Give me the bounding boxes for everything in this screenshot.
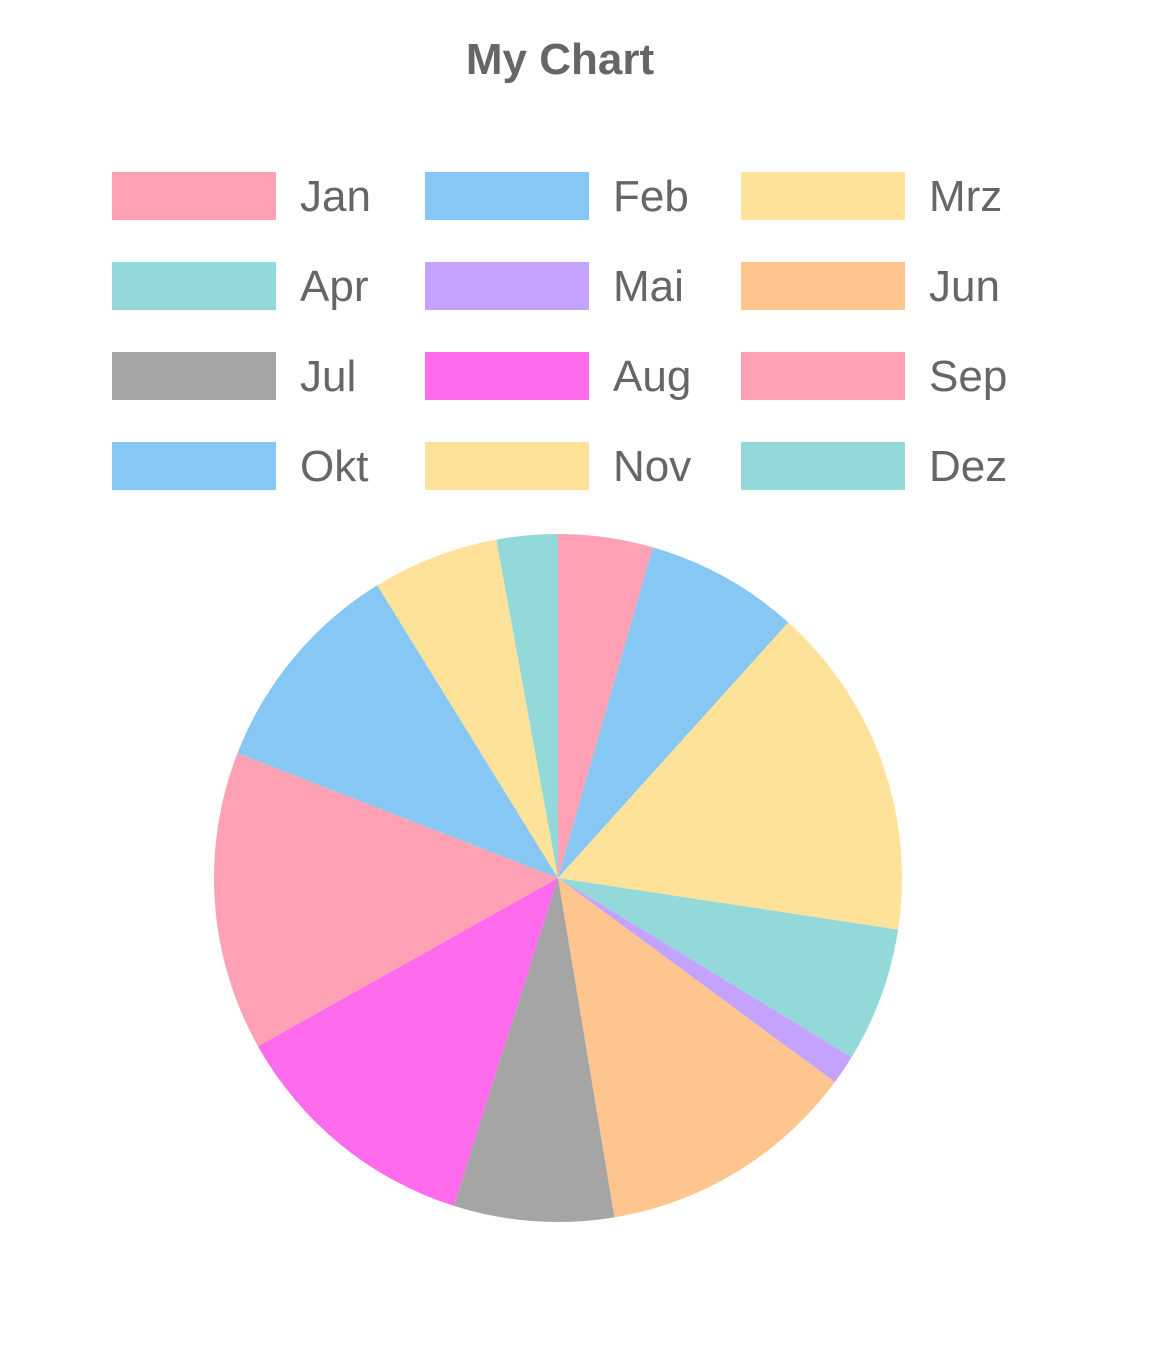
legend-swatch-mai [425,262,589,310]
legend-item-nov[interactable]: Nov [425,442,691,491]
legend-item-mai[interactable]: Mai [425,262,684,311]
legend: Jan Feb Mrz Apr Mai Jun Jul Aug Sep Okt Nov Dez [112,172,1007,491]
legend-item-sep[interactable]: Sep [741,352,1007,401]
chart-title: My Chart [466,35,655,84]
legend-label-mai: Mai [613,262,684,311]
legend-label-aug: Aug [613,352,691,401]
legend-swatch-mrz [741,172,905,220]
legend-swatch-sep [741,352,905,400]
legend-swatch-aug [425,352,589,400]
legend-label-okt: Okt [300,442,368,491]
pie-slice-feb[interactable] [558,547,789,878]
legend-label-dez: Dez [929,442,1007,491]
pie-slice-jan[interactable] [558,534,653,878]
pie-slice-aug[interactable] [257,878,558,1206]
legend-label-mrz: Mrz [929,172,1002,221]
legend-label-apr: Apr [300,262,368,311]
legend-label-jun: Jun [929,262,1000,311]
pie-slice-jul[interactable] [453,878,615,1223]
legend-item-aug[interactable]: Aug [425,352,691,401]
legend-swatch-nov [425,442,589,490]
legend-swatch-feb [425,172,589,220]
pie-slice-nov[interactable] [377,539,558,878]
legend-item-jun[interactable]: Jun [741,262,1000,311]
legend-label-jan: Jan [300,172,371,221]
legend-swatch-jan [112,172,276,220]
pie-slice-jun[interactable] [558,878,835,1218]
pie-slices [214,533,902,1223]
legend-item-feb[interactable]: Feb [425,172,689,221]
legend-item-jul[interactable]: Jul [112,352,356,401]
pie-slice-mai[interactable] [558,878,852,1083]
legend-item-mrz[interactable]: Mrz [741,172,1002,221]
legend-swatch-dez [741,442,905,490]
legend-item-okt[interactable]: Okt [112,442,368,491]
legend-label-nov: Nov [613,442,691,491]
legend-swatch-jun [741,262,905,310]
pie-slice-apr[interactable] [558,878,899,1058]
pie-slice-sep[interactable] [214,753,558,1047]
legend-swatch-okt [112,442,276,490]
legend-item-apr[interactable]: Apr [112,262,368,311]
pie-slice-mrz[interactable] [558,622,902,930]
legend-item-dez[interactable]: Dez [741,442,1007,491]
pie-slice-okt[interactable] [237,585,558,878]
legend-item-jan[interactable]: Jan [112,172,371,221]
legend-label-feb: Feb [613,172,689,221]
legend-label-sep: Sep [929,352,1007,401]
legend-label-jul: Jul [300,352,356,401]
pie-slice-dez[interactable] [496,533,558,878]
legend-swatch-jul [112,352,276,400]
legend-swatch-apr [112,262,276,310]
